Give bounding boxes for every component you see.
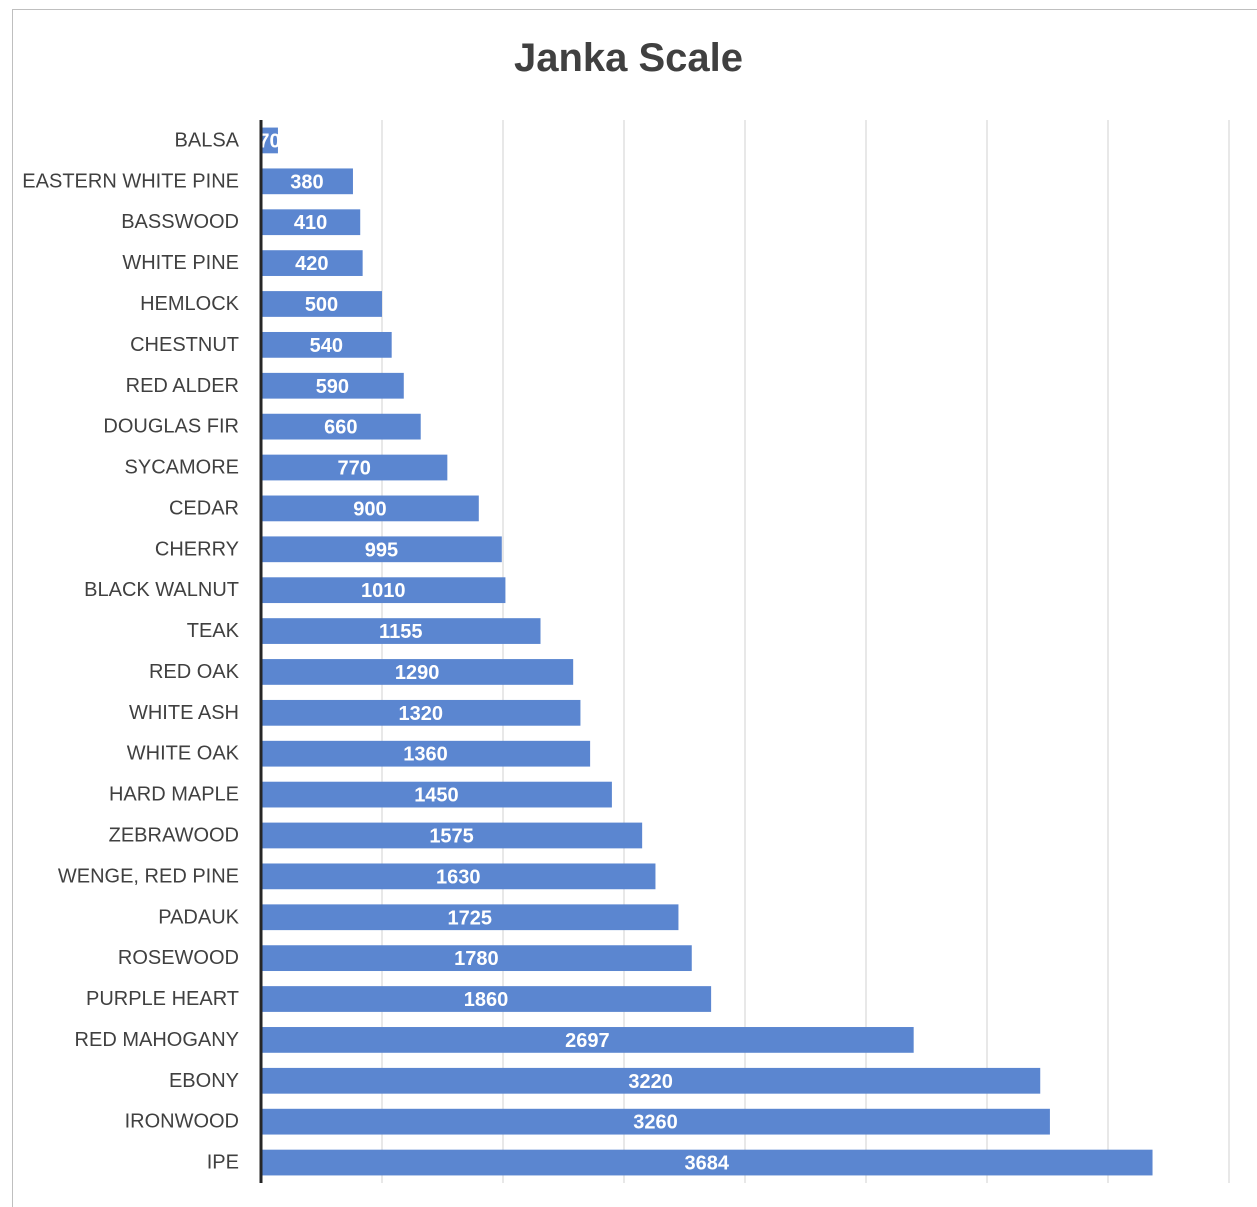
bar-ebony: [261, 1067, 1041, 1094]
category-label-hard-maple: HARD MAPLE: [109, 784, 239, 806]
category-label-cherry: CHERRY: [155, 538, 239, 560]
value-label-wenge-red-pine: 1630: [436, 866, 481, 888]
value-label-balsa: 70: [258, 130, 280, 152]
bar-red-alder: [261, 372, 404, 399]
value-label-black-walnut: 1010: [361, 580, 406, 602]
category-label-padauk: PADAUK: [158, 906, 239, 928]
category-label-teak: TEAK: [187, 620, 240, 642]
category-label-basswood: BASSWOOD: [121, 211, 239, 233]
category-label-white-pine: WHITE PINE: [122, 252, 239, 274]
value-label-white-oak: 1360: [403, 744, 448, 766]
category-label-red-alder: RED ALDER: [126, 375, 239, 397]
bar-cherry: [261, 536, 502, 563]
category-label-white-ash: WHITE ASH: [129, 702, 239, 724]
bar-purple-heart: [261, 986, 712, 1012]
bar-cedar: [261, 495, 479, 522]
category-label-hemlock: HEMLOCK: [140, 293, 240, 315]
value-label-cedar: 900: [353, 498, 386, 520]
bar-red-mahogany: [261, 1027, 914, 1053]
bar-black-walnut: [261, 577, 506, 604]
category-label-douglas-fir: DOUGLAS FIR: [103, 416, 239, 438]
category-label-balsa: BALSA: [175, 129, 240, 151]
value-label-white-ash: 1320: [398, 703, 443, 725]
value-label-red-mahogany: 2697: [565, 1030, 610, 1052]
category-label-zebrawood: ZEBRAWOOD: [109, 824, 239, 846]
value-label-ebony: 3220: [628, 1071, 673, 1093]
value-label-hemlock: 500: [305, 294, 338, 316]
value-label-eastern-white-pine: 380: [290, 171, 323, 193]
bar-teak: [261, 618, 541, 644]
value-label-rosewood: 1780: [454, 948, 499, 970]
value-label-ipe: 3684: [685, 1153, 730, 1175]
category-label-eastern-white-pine: EASTERN WHITE PINE: [22, 170, 239, 192]
value-label-teak: 1155: [379, 621, 422, 643]
bar-rosewood: [261, 945, 692, 972]
bar-ironwood: [261, 1108, 1050, 1135]
category-label-ironwood: IRONWOOD: [125, 1111, 239, 1133]
category-label-chestnut: CHESTNUT: [130, 334, 239, 356]
bar-balsa: [261, 127, 278, 154]
category-label-ipe: IPE: [207, 1152, 239, 1174]
value-label-red-oak: 1290: [395, 662, 440, 684]
value-label-douglas-fir: 660: [324, 417, 357, 439]
bar-douglas-fir: [261, 413, 421, 440]
bar-hemlock: [261, 291, 382, 317]
value-label-purple-heart: 1860: [464, 989, 509, 1011]
value-label-ironwood: 3260: [633, 1112, 678, 1134]
value-label-basswood: 410: [294, 212, 327, 234]
category-label-white-oak: WHITE OAK: [127, 743, 240, 765]
value-label-white-pine: 420: [295, 253, 328, 275]
bar-wenge-red-pine: [261, 863, 656, 890]
category-label-sycamore: SYCAMORE: [125, 457, 239, 479]
category-label-purple-heart: PURPLE HEART: [86, 988, 239, 1010]
chart-title: Janka Scale: [513, 36, 744, 80]
value-label-cherry: 995: [365, 539, 398, 561]
value-label-sycamore: 770: [337, 458, 370, 480]
bar-zebrawood: [261, 822, 643, 849]
bar-red-oak: [261, 659, 574, 685]
bar-eastern-white-pine: [261, 168, 353, 195]
bar-white-pine: [261, 250, 363, 276]
category-label-wenge-red-pine: WENGE, RED PINE: [58, 865, 239, 887]
value-label-hard-maple: 1450: [414, 785, 459, 807]
value-label-padauk: 1725: [447, 907, 492, 929]
bar-white-ash: [261, 699, 581, 726]
category-label-red-oak: RED OAK: [149, 661, 240, 683]
bar-hard-maple: [261, 781, 612, 808]
bar-padauk: [261, 904, 679, 931]
category-label-ebony: EBONY: [169, 1070, 239, 1092]
value-label-chestnut: 540: [310, 335, 343, 357]
value-label-zebrawood: 1575: [429, 825, 474, 847]
value-label-red-alder: 590: [316, 376, 349, 398]
category-label-black-walnut: BLACK WALNUT: [84, 579, 239, 601]
bar-sycamore: [261, 454, 448, 481]
category-label-rosewood: ROSEWOOD: [118, 947, 239, 969]
bar-white-oak: [261, 740, 591, 767]
category-label-cedar: CEDAR: [169, 497, 239, 519]
bar-basswood: [261, 209, 361, 236]
bar-ipe: [261, 1149, 1153, 1176]
bar-chestnut: [261, 331, 392, 358]
category-label-red-mahogany: RED MAHOGANY: [75, 1029, 239, 1051]
